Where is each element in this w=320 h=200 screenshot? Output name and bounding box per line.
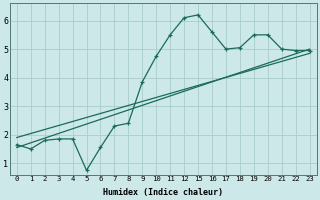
X-axis label: Humidex (Indice chaleur): Humidex (Indice chaleur): [103, 188, 223, 197]
